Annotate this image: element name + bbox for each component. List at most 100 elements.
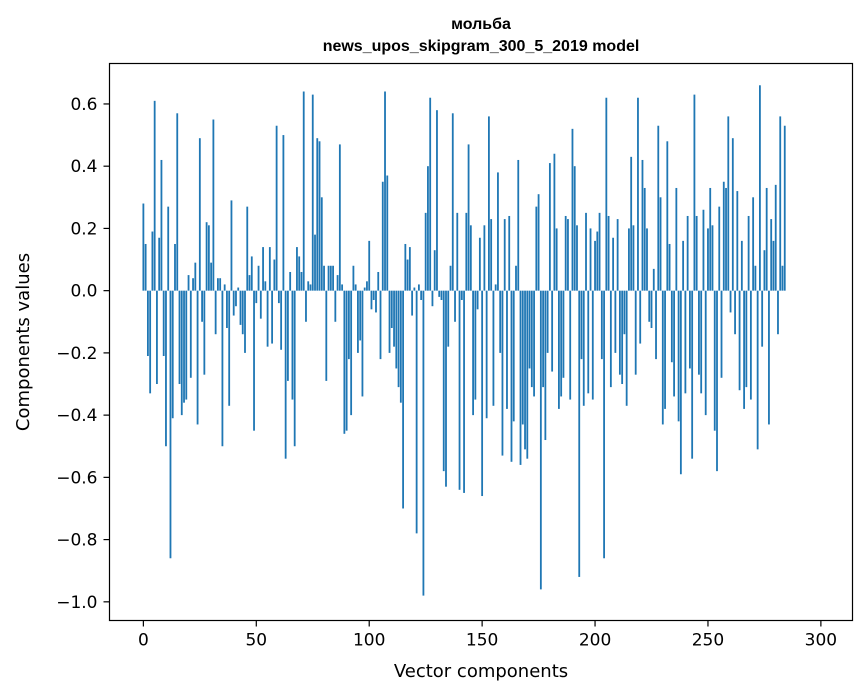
bar [264, 281, 267, 291]
bar [639, 290, 642, 344]
bar [300, 271, 303, 291]
bar [422, 290, 425, 596]
bar [248, 275, 251, 291]
bar [720, 290, 723, 378]
bar [361, 290, 364, 397]
bar [325, 290, 328, 381]
bar [345, 290, 348, 431]
x-axis-label: Vector components [394, 661, 568, 682]
bar [142, 203, 145, 291]
bar [228, 290, 231, 406]
bar [510, 290, 513, 462]
bar [388, 290, 391, 353]
bar [302, 91, 305, 291]
bar [537, 194, 540, 291]
bar [747, 215, 750, 291]
bar [596, 231, 599, 291]
bar [458, 290, 461, 490]
bar [158, 237, 161, 291]
y-tick-label: 0.2 [70, 219, 97, 239]
bar [327, 265, 330, 291]
bar [386, 175, 389, 291]
bar [673, 290, 675, 397]
bar [506, 290, 508, 409]
bar [198, 138, 201, 291]
bar [456, 212, 459, 291]
bar [291, 290, 294, 400]
bar [488, 116, 490, 291]
bar [219, 278, 222, 291]
bar [777, 290, 779, 335]
bar [700, 290, 703, 394]
bar [307, 281, 310, 291]
y-tick-label: −0.4 [56, 406, 97, 426]
bar [447, 290, 450, 347]
bar [196, 290, 199, 425]
bar [691, 290, 694, 459]
bar [745, 290, 748, 388]
bar [474, 290, 477, 400]
bar [772, 240, 775, 291]
bar [440, 290, 443, 300]
bar [646, 228, 648, 291]
bar [684, 290, 687, 394]
x-tick-label: 300 [805, 631, 837, 651]
bar [743, 290, 746, 409]
bar [465, 212, 468, 291]
bar [271, 290, 274, 344]
bar [178, 290, 181, 385]
bar [483, 225, 486, 291]
bar [402, 290, 404, 509]
bar [210, 262, 213, 291]
bar [420, 290, 423, 300]
bar [429, 97, 432, 291]
bar [612, 237, 615, 291]
bar [454, 290, 456, 322]
bar [528, 290, 531, 369]
bar [508, 215, 511, 291]
bar [323, 265, 325, 291]
bar [499, 290, 502, 353]
bar [384, 91, 386, 291]
bar [379, 290, 382, 360]
bar [214, 290, 217, 335]
bar [582, 290, 585, 406]
bar [174, 243, 176, 291]
y-axis-label: Components values [13, 253, 34, 431]
bar [162, 290, 165, 357]
bar [343, 290, 346, 434]
bar [774, 184, 777, 291]
bar [668, 243, 671, 291]
bar [445, 290, 447, 487]
bar [524, 290, 526, 450]
bar [341, 284, 344, 291]
bar [171, 290, 174, 419]
bar [576, 225, 578, 291]
bar [648, 290, 651, 322]
bar [625, 290, 628, 406]
bar [569, 290, 572, 400]
bar [770, 219, 773, 291]
bar [779, 116, 782, 291]
bar [268, 247, 271, 291]
bar [316, 138, 319, 291]
bar [517, 159, 520, 291]
bar [305, 290, 307, 322]
bar [275, 125, 278, 291]
bar [725, 187, 727, 291]
bar [781, 265, 784, 291]
bar [630, 156, 633, 291]
bar [424, 212, 427, 291]
bar [693, 94, 696, 291]
bar [183, 290, 185, 403]
bar [203, 290, 206, 375]
bar [160, 159, 163, 291]
bar [151, 231, 154, 291]
bar [560, 290, 563, 397]
bar [533, 290, 535, 397]
bar [176, 113, 179, 291]
bar [404, 243, 407, 291]
bar [618, 290, 621, 375]
bar [526, 290, 529, 459]
bar [207, 225, 210, 291]
